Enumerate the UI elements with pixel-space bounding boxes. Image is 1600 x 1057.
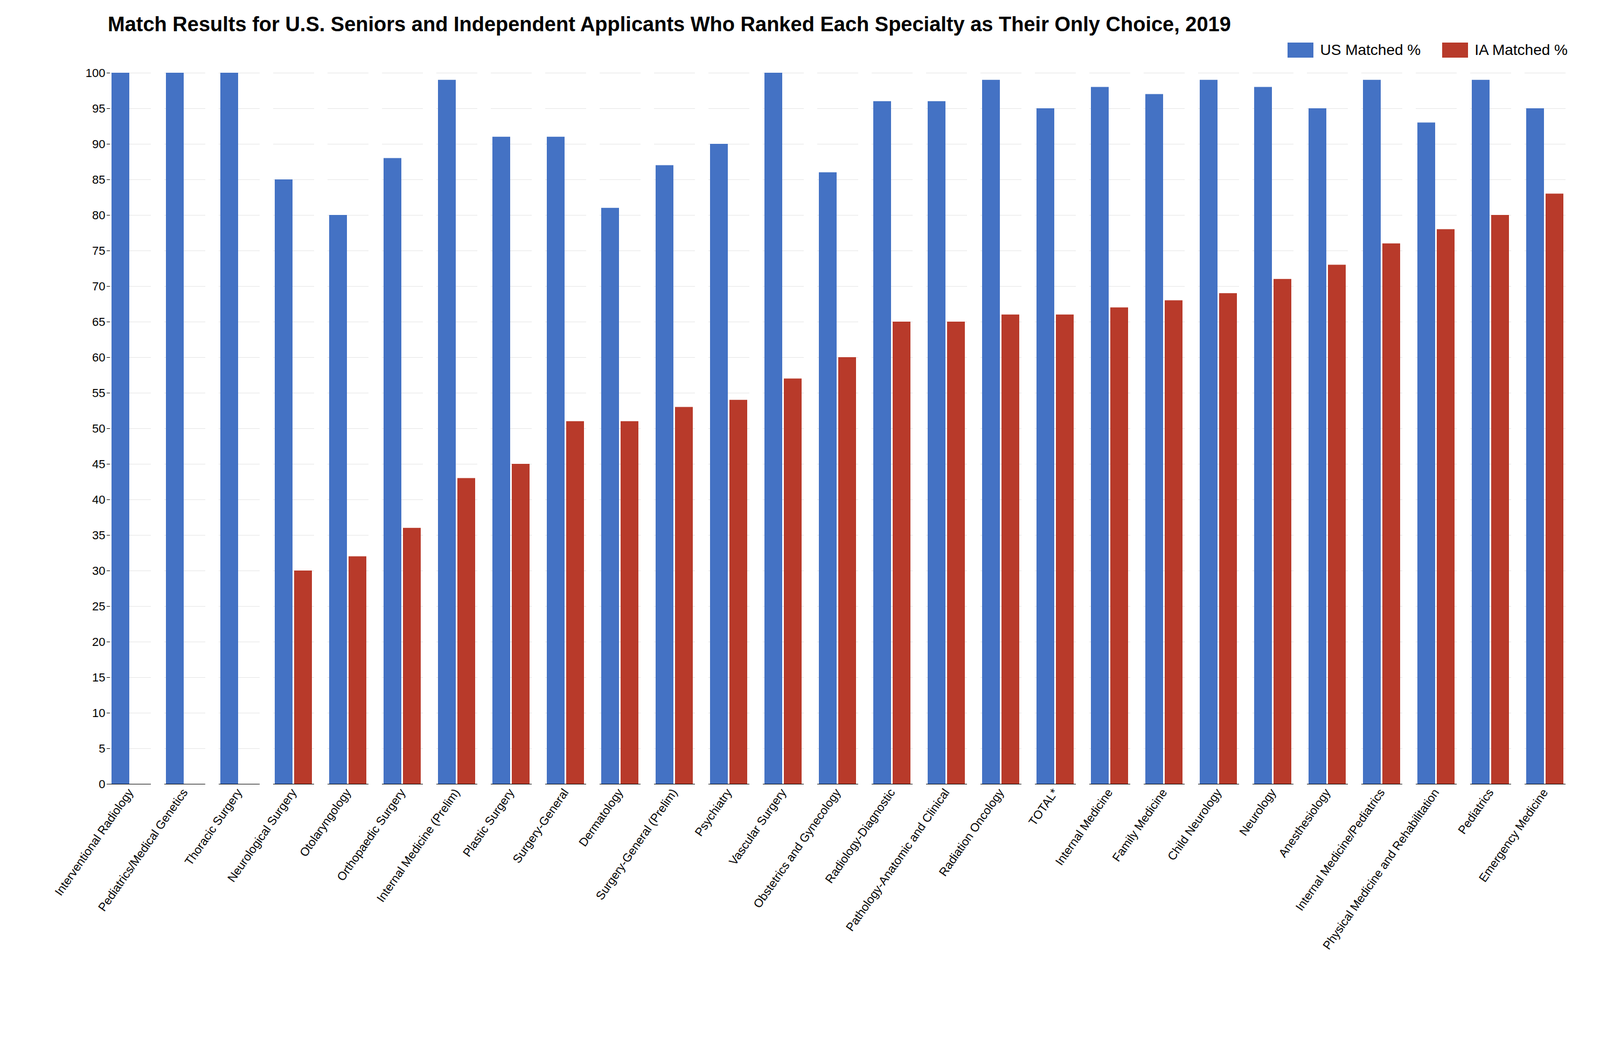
- svg-text:Internal Medicine/Pediatrics: Internal Medicine/Pediatrics: [1292, 785, 1388, 914]
- svg-text:Surgery-General: Surgery-General: [510, 785, 572, 866]
- html-text:US Matched %: US Matched %: [1320, 41, 1421, 59]
- svg-text:25: 25: [92, 599, 106, 614]
- svg-text:Radiology-Diagnostic: Radiology-Diagnostic: [822, 786, 898, 886]
- svg-text:30: 30: [92, 564, 106, 578]
- svg-text:0: 0: [98, 777, 106, 791]
- svg-text:75: 75: [92, 244, 106, 258]
- svg-text:Plastic Surgery: Plastic Surgery: [460, 785, 517, 860]
- html-text:Match Results for U.S. Seniors: Match Results for U.S. Seniors and Indep…: [107, 12, 1231, 36]
- svg-text:15: 15: [92, 670, 106, 685]
- svg-text:Surgery-General (Prelim): Surgery-General (Prelim): [593, 785, 680, 903]
- svg-text:Thoracic Surgery: Thoracic Surgery: [182, 785, 246, 868]
- html-text:IA Matched %: IA Matched %: [1474, 41, 1568, 59]
- svg-text:Pediatrics: Pediatrics: [1455, 785, 1497, 837]
- svg-text:Orthopaedic Surgery: Orthopaedic Surgery: [334, 786, 409, 884]
- svg-text:Internal Medicine (Prelim): Internal Medicine (Prelim): [373, 785, 463, 905]
- svg-text:10: 10: [92, 706, 106, 720]
- svg-text:95: 95: [92, 101, 106, 116]
- svg-text:50: 50: [92, 421, 106, 436]
- svg-text:Psychiatry: Psychiatry: [692, 785, 735, 839]
- svg-text:20: 20: [92, 635, 106, 649]
- svg-text:70: 70: [92, 279, 106, 294]
- svg-text:Radiation Oncology: Radiation Oncology: [936, 785, 1007, 879]
- svg-text:85: 85: [92, 172, 106, 187]
- svg-text:Physical Medicine and Rehabili: Physical Medicine and Rehabilitation: [1319, 785, 1442, 952]
- svg-text:45: 45: [92, 457, 106, 471]
- svg-text:Internal Medicine: Internal Medicine: [1052, 785, 1116, 868]
- svg-text:40: 40: [92, 492, 106, 507]
- svg-text:55: 55: [92, 386, 106, 400]
- svg-text:TOTAL*: TOTAL*: [1025, 785, 1061, 829]
- svg-text:60: 60: [92, 350, 106, 365]
- svg-text:65: 65: [92, 315, 106, 329]
- svg-text:100: 100: [85, 66, 106, 80]
- svg-text:Family Medicine: Family Medicine: [1109, 785, 1171, 865]
- svg-text:Interventional Radiology: Interventional Radiology: [51, 786, 136, 899]
- svg-text:Neurological Surgery: Neurological Surgery: [224, 785, 299, 885]
- svg-text:Neurology: Neurology: [1236, 785, 1279, 838]
- svg-text:Dermatology: Dermatology: [575, 785, 626, 850]
- svg-text:Vascular Surgery: Vascular Surgery: [726, 785, 789, 868]
- svg-text:80: 80: [92, 208, 106, 222]
- svg-text:35: 35: [92, 528, 106, 542]
- svg-text:Otolaryngology: Otolaryngology: [296, 785, 354, 860]
- svg-text:Obstetrics and Gynecology: Obstetrics and Gynecology: [750, 785, 844, 911]
- svg-text:Anesthesiology: Anesthesiology: [1275, 785, 1333, 860]
- svg-text:5: 5: [98, 741, 106, 756]
- svg-text:Pathology-Anatomic and Clinica: Pathology-Anatomic and Clinical: [843, 785, 952, 934]
- svg-text:Pediatrics/Medical Genetics: Pediatrics/Medical Genetics: [95, 785, 191, 914]
- svg-text:Child Neurology: Child Neurology: [1164, 785, 1224, 864]
- svg-text:Emergency Medicine: Emergency Medicine: [1476, 785, 1551, 885]
- svg-text:90: 90: [92, 137, 106, 151]
